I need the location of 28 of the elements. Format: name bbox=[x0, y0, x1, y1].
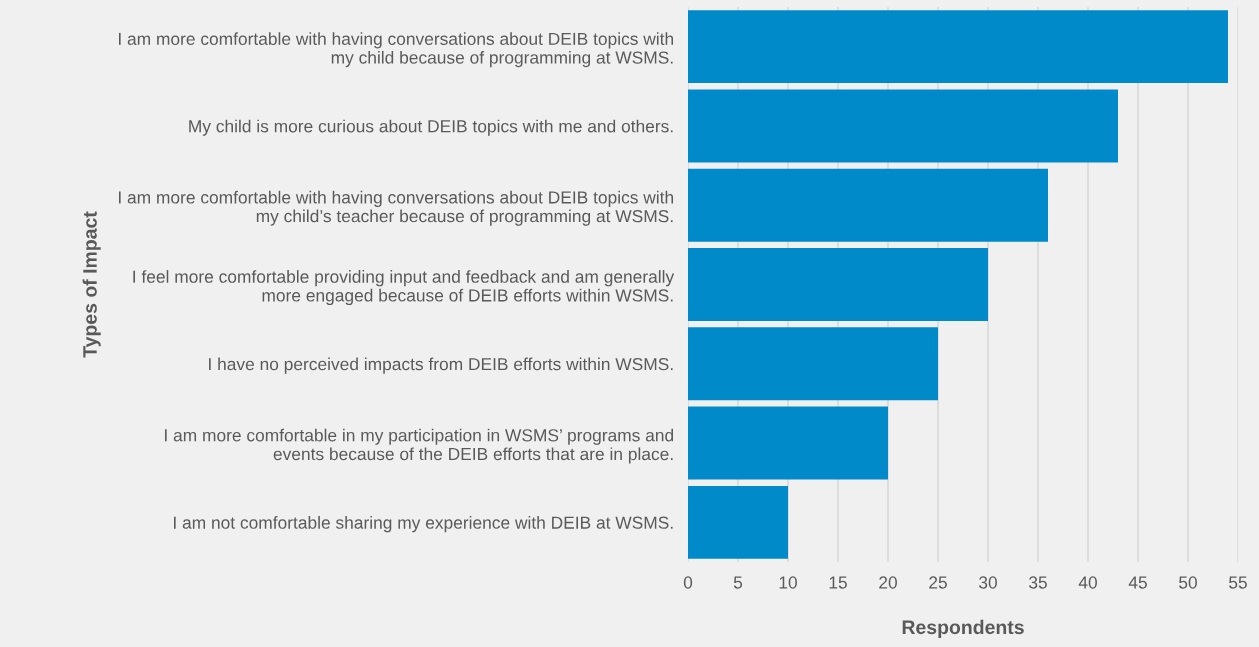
x-tick-label: 10 bbox=[779, 576, 797, 589]
x-tick-label: 30 bbox=[979, 576, 997, 589]
x-tick-label: 35 bbox=[1029, 576, 1047, 589]
x-axis-title: Respondents bbox=[902, 619, 1024, 638]
y-tick-label: My child is more curious about DEIB topics with me and others. bbox=[189, 119, 673, 136]
x-tick-label: 40 bbox=[1078, 576, 1097, 589]
x-tick-label: 45 bbox=[1128, 576, 1147, 589]
y-tick-label: I feel more comfortable providing input and feedback and am generally more engaged because of DEIB efforts within WSMS. bbox=[133, 270, 675, 305]
x-tick-label: 15 bbox=[829, 576, 847, 589]
y-axis-title: Types of Impact bbox=[82, 211, 101, 358]
y-tick-label: I am more comfortable with having conversations about DEIB topics with my child’s teacher because of programming at WSMS. bbox=[118, 190, 674, 226]
x-tick-label: 5 bbox=[733, 576, 743, 589]
bar bbox=[688, 485, 788, 559]
y-tick-label: I have no perceived impacts from DEIB efforts within WSMS. bbox=[209, 357, 673, 374]
y-tick-label: I am not comfortable sharing my experience with DEIB at WSMS. bbox=[174, 516, 673, 533]
x-tick-label: 25 bbox=[929, 576, 947, 589]
x-tick-label: 50 bbox=[1179, 576, 1197, 589]
x-tick-label: 0 bbox=[683, 576, 693, 589]
bar bbox=[688, 327, 938, 401]
bar bbox=[688, 248, 988, 321]
bar bbox=[688, 406, 888, 480]
y-tick-label: I am more comfortable with having conversations about DEIB topics with my child because of programming at WSMS. bbox=[118, 32, 674, 68]
bar bbox=[688, 89, 1118, 163]
x-tick-label: 55 bbox=[1229, 576, 1247, 589]
y-tick-label: I am more comfortable in my participation in WSMS’ programs and events because of the DEIB efforts that are in place. bbox=[165, 428, 674, 464]
bar bbox=[688, 10, 1228, 84]
bar bbox=[688, 168, 1048, 242]
x-tick-label: 20 bbox=[879, 576, 897, 589]
